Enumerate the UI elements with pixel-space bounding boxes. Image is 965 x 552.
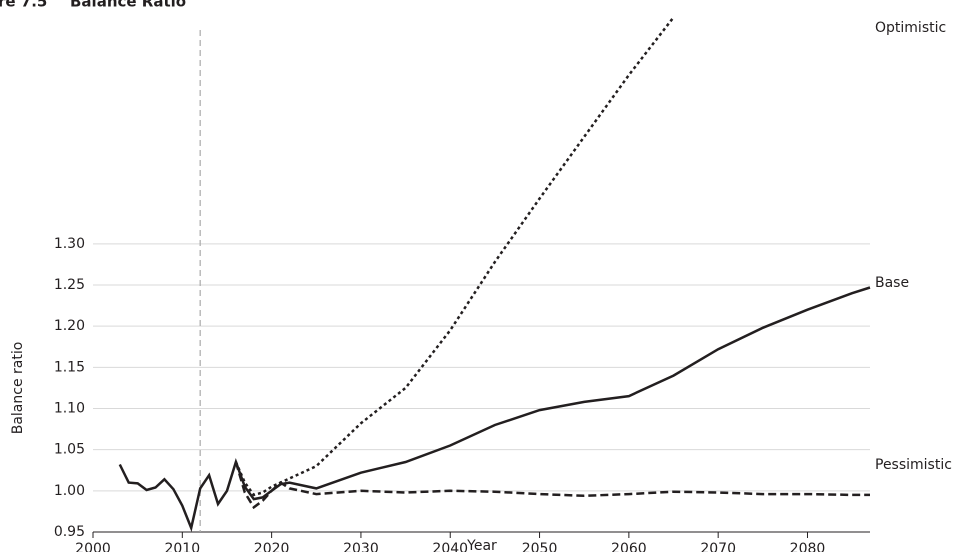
- x-tick-label: 2050: [522, 541, 558, 552]
- y-tick-label: 1.15: [54, 359, 85, 375]
- x-tick-label: 2040: [432, 541, 468, 552]
- series-line: [234, 16, 675, 497]
- x-tick-label: 2000: [75, 541, 111, 552]
- y-tick-label: 0.95: [54, 524, 85, 540]
- y-tick-label: 1.25: [54, 277, 85, 293]
- y-tick-label: 1.00: [54, 483, 85, 499]
- series-line: [118, 286, 871, 533]
- series-label: Base: [875, 275, 909, 291]
- x-axis-label: Year: [466, 538, 497, 552]
- series-label: Optimistic: [875, 20, 946, 36]
- x-tick-label: 2060: [611, 541, 647, 552]
- x-tick-label: 2070: [700, 541, 736, 552]
- series-line: [234, 461, 870, 510]
- x-tick-label: 2020: [254, 541, 290, 552]
- y-tick-label: 1.05: [54, 442, 85, 458]
- y-axis-label: Balance ratio: [10, 342, 26, 435]
- y-tick-label: 1.10: [54, 400, 85, 416]
- y-tick-label: 1.30: [54, 236, 85, 252]
- series-label: Pessimistic: [875, 457, 952, 473]
- x-tick-label: 2010: [164, 541, 200, 552]
- figure-label: re 7.5: [0, 0, 47, 11]
- x-tick-label: 2030: [343, 541, 379, 552]
- y-tick-label: 1.20: [54, 318, 85, 334]
- x-tick-label: 2080: [790, 541, 826, 552]
- chart-title: Balance Ratio: [70, 0, 186, 11]
